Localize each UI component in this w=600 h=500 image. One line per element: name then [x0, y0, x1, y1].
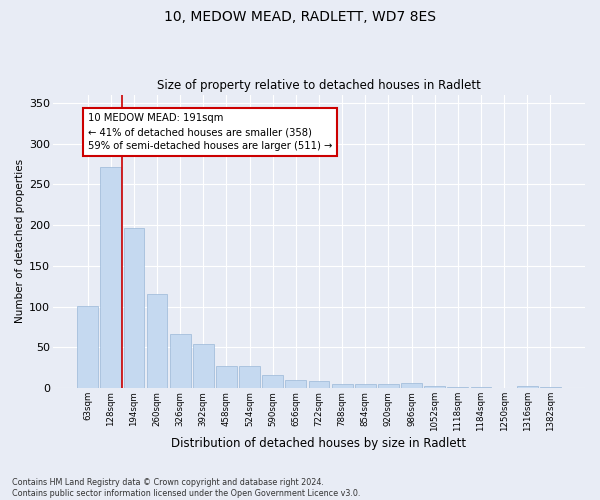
- Bar: [262, 375, 283, 388]
- Bar: [77, 306, 98, 388]
- Bar: [146, 294, 167, 388]
- Bar: [193, 344, 214, 389]
- Text: 10 MEDOW MEAD: 191sqm
← 41% of detached houses are smaller (358)
59% of semi-det: 10 MEDOW MEAD: 191sqm ← 41% of detached …: [88, 114, 332, 152]
- Text: 10, MEDOW MEAD, RADLETT, WD7 8ES: 10, MEDOW MEAD, RADLETT, WD7 8ES: [164, 10, 436, 24]
- Bar: [401, 384, 422, 388]
- Bar: [308, 381, 329, 388]
- Title: Size of property relative to detached houses in Radlett: Size of property relative to detached ho…: [157, 79, 481, 92]
- X-axis label: Distribution of detached houses by size in Radlett: Distribution of detached houses by size …: [172, 437, 467, 450]
- Bar: [378, 384, 399, 388]
- Bar: [286, 380, 307, 388]
- Bar: [355, 384, 376, 388]
- Bar: [517, 386, 538, 388]
- Bar: [100, 167, 121, 388]
- Bar: [216, 366, 237, 388]
- Bar: [540, 386, 561, 388]
- Bar: [448, 386, 468, 388]
- Bar: [424, 386, 445, 388]
- Y-axis label: Number of detached properties: Number of detached properties: [15, 160, 25, 324]
- Bar: [170, 334, 191, 388]
- Bar: [124, 228, 145, 388]
- Bar: [332, 384, 353, 388]
- Text: Contains HM Land Registry data © Crown copyright and database right 2024.
Contai: Contains HM Land Registry data © Crown c…: [12, 478, 361, 498]
- Bar: [239, 366, 260, 388]
